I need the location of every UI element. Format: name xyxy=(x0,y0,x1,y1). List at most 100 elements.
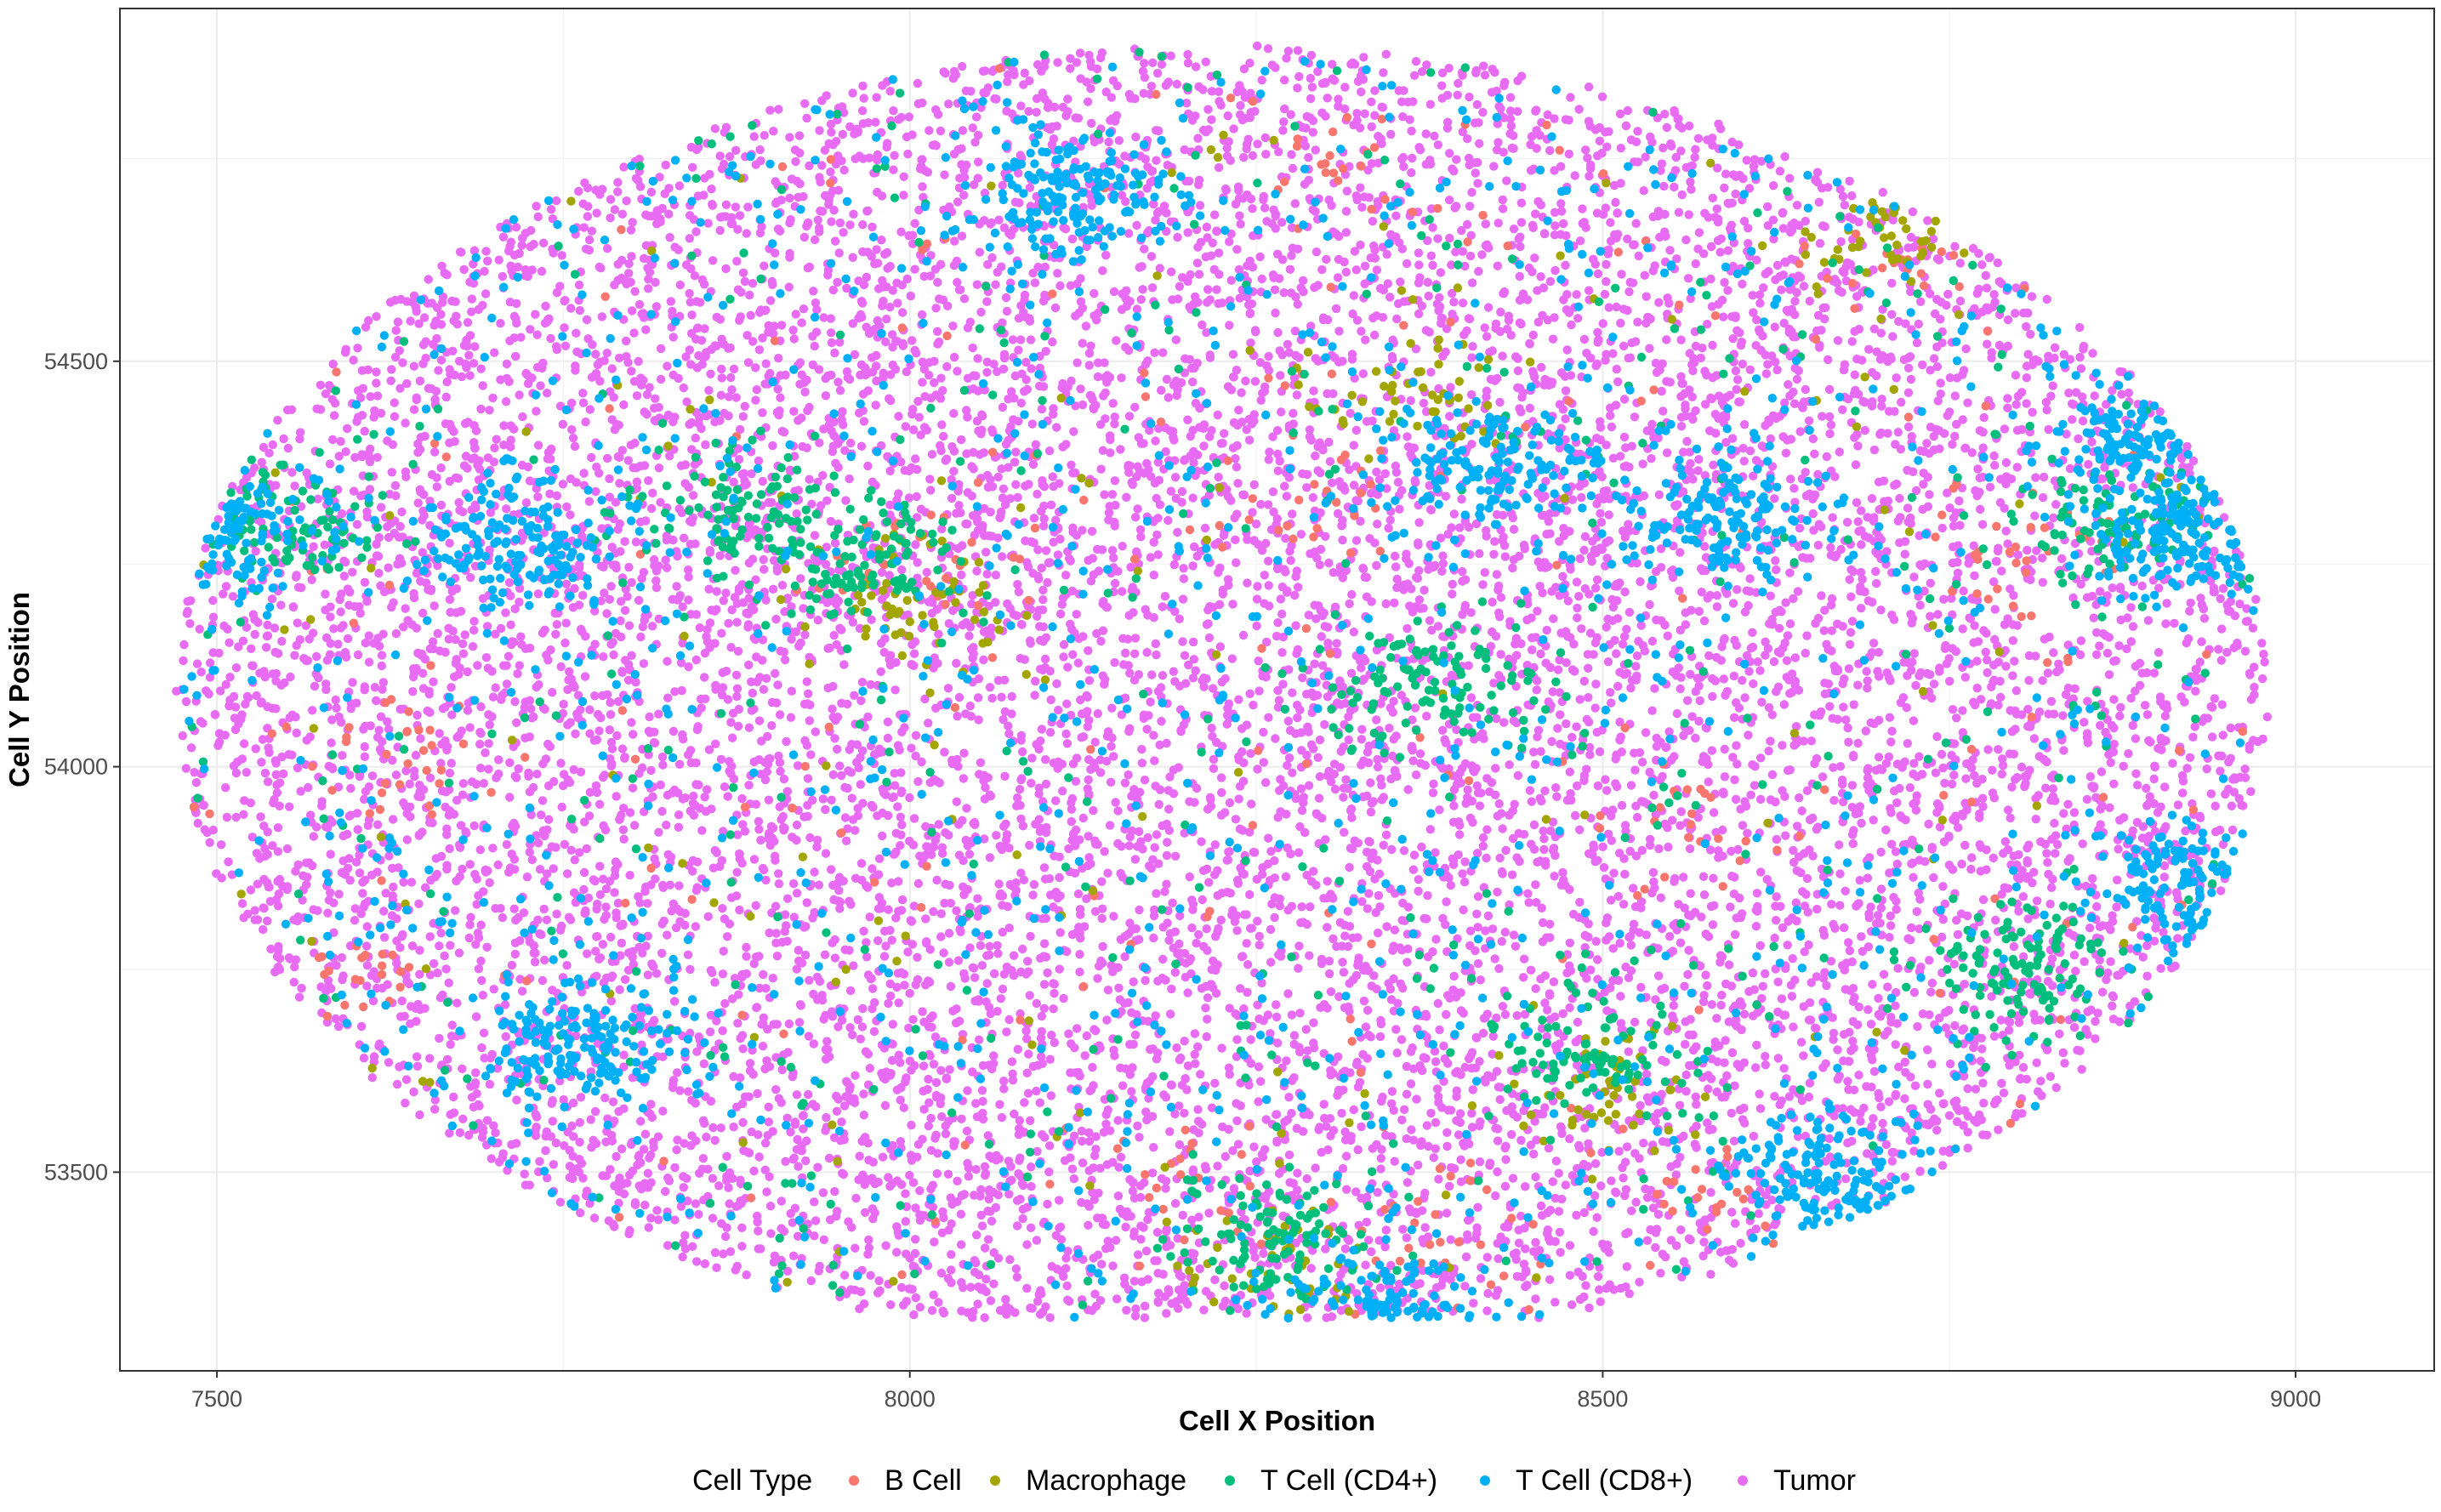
data-point xyxy=(1607,1176,1616,1185)
data-point xyxy=(773,680,782,690)
data-point xyxy=(1564,149,1574,159)
data-point xyxy=(1428,788,1438,798)
data-point xyxy=(1887,278,1897,288)
data-point xyxy=(1488,924,1498,934)
data-point xyxy=(1661,1253,1670,1262)
data-point xyxy=(2142,941,2152,951)
data-point xyxy=(1150,843,1159,852)
data-point xyxy=(729,1123,738,1132)
data-point xyxy=(386,376,395,385)
data-point xyxy=(1237,388,1246,397)
data-point xyxy=(2115,711,2125,721)
data-point xyxy=(947,1250,956,1259)
data-point xyxy=(1332,639,1341,648)
data-point xyxy=(443,1054,452,1065)
data-point xyxy=(1841,715,1851,725)
data-point xyxy=(582,844,591,854)
data-point xyxy=(869,998,879,1008)
data-point xyxy=(1852,355,1862,364)
data-point xyxy=(864,1156,873,1165)
data-point xyxy=(684,482,693,492)
data-point xyxy=(1272,1012,1282,1022)
data-point xyxy=(1232,463,1242,472)
data-point xyxy=(1553,724,1562,733)
data-point xyxy=(1326,1131,1335,1140)
data-point xyxy=(865,1064,874,1073)
data-point xyxy=(1739,216,1750,226)
data-point xyxy=(1579,1208,1590,1218)
data-point xyxy=(1620,821,1630,830)
data-point xyxy=(1442,946,1452,957)
data-point xyxy=(646,187,657,197)
data-point xyxy=(2115,583,2125,592)
data-point xyxy=(1532,676,1542,685)
data-point xyxy=(1232,558,1241,567)
data-point xyxy=(1478,833,1488,843)
data-point xyxy=(1204,1208,1214,1218)
data-point xyxy=(999,484,1009,493)
data-point xyxy=(1446,880,1456,890)
data-point xyxy=(507,960,517,970)
data-point xyxy=(1038,595,1048,605)
data-point xyxy=(1049,1004,1058,1014)
data-point xyxy=(782,736,791,747)
data-point xyxy=(704,385,714,395)
data-point xyxy=(710,124,720,134)
data-point xyxy=(1585,589,1594,599)
data-point xyxy=(1408,153,1417,163)
data-point xyxy=(851,1243,860,1253)
data-point xyxy=(1020,1098,1029,1107)
data-point xyxy=(2185,606,2194,616)
data-point xyxy=(1500,552,1511,561)
data-point xyxy=(1425,99,1436,109)
data-point xyxy=(1386,515,1395,525)
data-point xyxy=(814,365,824,374)
data-point xyxy=(590,876,600,886)
data-point xyxy=(1561,260,1570,270)
data-point xyxy=(2069,1022,2080,1032)
data-point xyxy=(765,296,776,305)
data-point xyxy=(1517,393,1527,402)
data-point xyxy=(1824,412,1835,422)
data-point xyxy=(1585,1303,1594,1313)
data-point xyxy=(1325,457,1335,466)
data-point xyxy=(644,476,653,486)
data-point xyxy=(1500,1181,1511,1191)
data-point xyxy=(1515,404,1524,413)
data-point xyxy=(834,185,844,195)
data-point xyxy=(566,510,575,520)
data-point xyxy=(1538,1110,1548,1119)
data-point xyxy=(761,359,771,368)
data-point xyxy=(1761,269,1770,279)
data-point xyxy=(2042,849,2051,858)
data-point xyxy=(620,975,630,985)
data-point xyxy=(219,589,228,599)
data-point xyxy=(1061,571,1071,580)
data-point xyxy=(776,766,785,776)
data-point xyxy=(894,1050,904,1060)
data-point xyxy=(1052,423,1061,432)
data-point xyxy=(1768,181,1778,190)
data-point xyxy=(1080,1051,1090,1060)
data-point xyxy=(1061,1253,1071,1263)
data-point xyxy=(1448,579,1458,589)
data-point xyxy=(1621,443,1630,452)
data-point xyxy=(642,410,652,419)
data-point xyxy=(937,420,947,429)
data-point xyxy=(2126,603,2136,612)
data-point xyxy=(1933,396,1943,406)
data-point xyxy=(1279,117,1289,127)
data-point xyxy=(1761,369,1772,378)
data-point xyxy=(1958,706,1967,715)
data-point xyxy=(1191,399,1201,408)
data-point xyxy=(780,655,790,665)
data-point xyxy=(271,770,281,780)
data-point xyxy=(1929,873,1938,883)
data-point xyxy=(2246,695,2256,704)
data-point xyxy=(370,683,379,692)
data-point xyxy=(1676,821,1685,830)
data-point xyxy=(1764,702,1774,713)
data-point xyxy=(1255,931,1264,941)
data-point xyxy=(349,486,359,496)
data-point xyxy=(585,729,595,738)
